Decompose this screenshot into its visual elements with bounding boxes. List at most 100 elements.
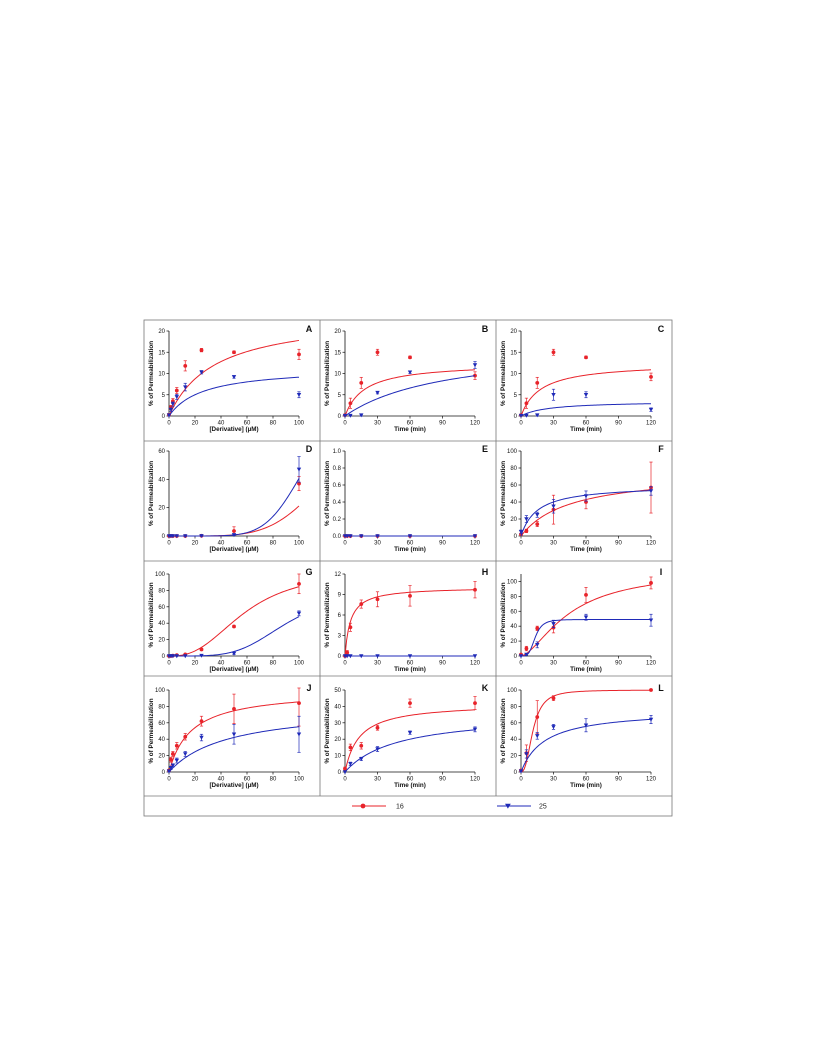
x-tick-label: 90 <box>615 661 622 667</box>
legend-label-25: 25 <box>539 804 547 811</box>
data-point <box>296 467 302 472</box>
panel-i: 0 20 40 60 80 100 0 30 60 90 120 Time (min) % of Per… <box>500 567 662 673</box>
y-tick-label: 0 <box>514 534 518 540</box>
data-point <box>551 622 556 627</box>
data-point <box>551 504 556 509</box>
data-point <box>170 534 176 539</box>
x-tick-label: 90 <box>439 661 446 667</box>
y-axis-label: % of Permeabilization <box>148 582 155 647</box>
data-point <box>183 734 188 739</box>
y-tick-label: 20 <box>510 517 517 523</box>
y-axis-label: % of Permeabilization <box>148 341 155 406</box>
y-tick-label: 20 <box>334 329 341 335</box>
data-point <box>296 732 302 737</box>
data-point <box>174 758 179 763</box>
y-tick-label: 3 <box>338 634 342 640</box>
y-axis-label: % of Permeabilization <box>500 341 507 406</box>
fit-curve <box>344 709 476 773</box>
x-tick-label: 0 <box>519 661 523 667</box>
x-tick-label: 0 <box>519 541 523 547</box>
series-16 <box>167 573 301 658</box>
y-tick-label: 0 <box>338 654 342 660</box>
data-point <box>297 352 301 357</box>
data-point <box>472 727 478 732</box>
y-tick-label: 0 <box>514 414 518 420</box>
x-tick-label: 20 <box>192 777 199 783</box>
data-point <box>174 534 179 539</box>
panel-g: 0 20 40 60 80 100 0 20 40 60 80 100 [Derivative] (µM… <box>148 567 313 673</box>
data-point <box>199 348 204 353</box>
y-tick-label: 10 <box>510 372 517 378</box>
y-tick-label: 40 <box>158 477 165 483</box>
data-point <box>584 592 588 597</box>
y-tick-label: 40 <box>158 737 165 743</box>
legend-marker-25 <box>505 803 511 809</box>
y-tick-label: 100 <box>507 579 518 585</box>
data-point <box>170 402 176 407</box>
data-point <box>342 770 348 775</box>
y-tick-label: 40 <box>510 737 517 743</box>
x-tick-label: 40 <box>218 541 225 547</box>
x-tick-label: 0 <box>167 661 171 667</box>
x-axis-label: Time (min) <box>394 666 426 673</box>
x-tick-label: 90 <box>615 421 622 427</box>
x-tick-label: 90 <box>439 777 446 783</box>
panel-a: 0 5 10 15 20 0 20 40 60 80 100 [Derivative] (µM) % o… <box>148 324 313 433</box>
y-tick-label: 60 <box>510 483 517 489</box>
x-tick-label: 30 <box>374 777 381 783</box>
y-tick-label: 0 <box>514 654 518 660</box>
x-tick-label: 120 <box>646 777 657 783</box>
data-point <box>199 653 204 658</box>
data-point <box>359 534 364 539</box>
x-tick-label: 0 <box>519 421 523 427</box>
data-point <box>199 647 204 652</box>
series-16 <box>519 348 653 418</box>
fit-curve <box>520 584 652 657</box>
data-point <box>472 654 478 659</box>
data-point <box>584 355 588 360</box>
y-tick-label: 60 <box>158 449 165 455</box>
data-point <box>183 752 188 757</box>
data-point <box>348 534 353 539</box>
fit-curve <box>520 403 652 417</box>
data-point <box>169 757 173 762</box>
x-tick-label: 100 <box>294 421 305 427</box>
panel-letter: F <box>658 444 664 454</box>
x-tick-label: 80 <box>270 777 277 783</box>
y-tick-label: 20 <box>334 737 341 743</box>
y-tick-label: 0.8 <box>333 466 342 472</box>
data-point <box>171 752 175 756</box>
fit-curve <box>168 376 300 417</box>
y-tick-label: 20 <box>510 639 517 645</box>
panel-letter: K <box>482 683 489 693</box>
y-tick-label: 12 <box>334 572 341 578</box>
y-tick-label: 10 <box>158 372 165 378</box>
x-tick-label: 0 <box>167 421 171 427</box>
y-tick-label: 9 <box>338 593 342 599</box>
series-25 <box>342 726 478 775</box>
y-tick-label: 0 <box>338 414 342 420</box>
data-point <box>648 407 654 412</box>
data-point <box>183 534 188 539</box>
x-tick-label: 60 <box>407 777 414 783</box>
y-axis-label: % of Permeabilization <box>500 461 507 526</box>
x-axis-label: Time (min) <box>570 546 602 553</box>
data-point <box>518 413 524 418</box>
series-25 <box>166 456 302 539</box>
x-tick-label: 120 <box>470 541 481 547</box>
series-16 <box>343 581 477 658</box>
y-tick-label: 0 <box>162 654 166 660</box>
y-tick-label: 0.2 <box>333 517 342 523</box>
x-tick-label: 30 <box>550 421 557 427</box>
data-point <box>375 390 380 395</box>
data-point <box>348 762 353 766</box>
data-point <box>649 581 653 585</box>
y-tick-label: 5 <box>338 393 342 399</box>
legend-marker-16 <box>360 803 366 809</box>
series-25 <box>518 613 654 659</box>
data-point <box>359 654 364 659</box>
data-point <box>583 723 589 728</box>
y-tick-label: 0.4 <box>333 500 342 506</box>
